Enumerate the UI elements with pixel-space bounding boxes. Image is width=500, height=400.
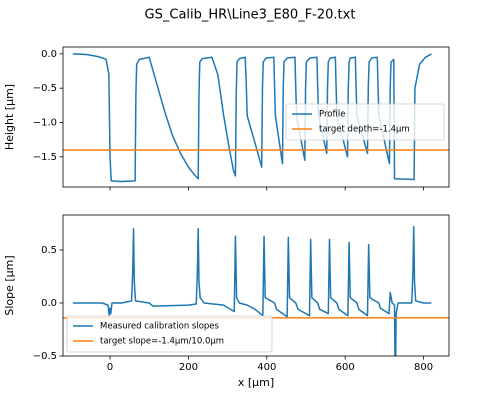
y-tick-label: 0.5	[41, 245, 57, 256]
y-axis-label: Slope [µm]	[3, 255, 16, 315]
data-line	[72, 225, 432, 356]
x-tick-label: 200	[179, 362, 198, 373]
y-axis-label: Height [µm]	[3, 84, 16, 150]
legend-box	[66, 315, 273, 353]
plot-area	[63, 225, 449, 356]
legend: Measured calibration slopes target slope=…	[66, 315, 273, 353]
legend: Profile target depth=-1.4µm	[285, 103, 445, 141]
figure-title: GS_Calib_HR\Line3_E80_F-20.txt	[145, 8, 356, 23]
axes-frame	[62, 214, 450, 357]
legend-label: Profile	[319, 110, 345, 120]
data-line	[72, 53, 432, 183]
plot-area	[63, 53, 449, 183]
x-tick-label: 400	[257, 362, 276, 373]
legend-box	[285, 103, 445, 141]
y-tick-label: −1.5	[33, 152, 57, 163]
x-tick-label: 600	[336, 362, 355, 373]
x-tick-label: 0	[107, 362, 113, 373]
legend-label: target slope=-1.4µm/10.0µm	[100, 337, 224, 347]
axes-frame	[62, 46, 450, 188]
y-tick-label: −0.5	[33, 351, 57, 362]
y-tick-label: 0.0	[41, 298, 57, 309]
y-tick-label: 0.0	[41, 49, 57, 60]
y-tick-label: −0.5	[33, 83, 57, 94]
y-tick-label: −1.0	[33, 117, 57, 128]
x-axis-label: x [µm]	[238, 376, 274, 389]
legend-label: Measured calibration slopes	[100, 322, 220, 332]
legend-label: target depth=-1.4µm	[319, 125, 410, 135]
x-tick-label: 800	[414, 362, 433, 373]
